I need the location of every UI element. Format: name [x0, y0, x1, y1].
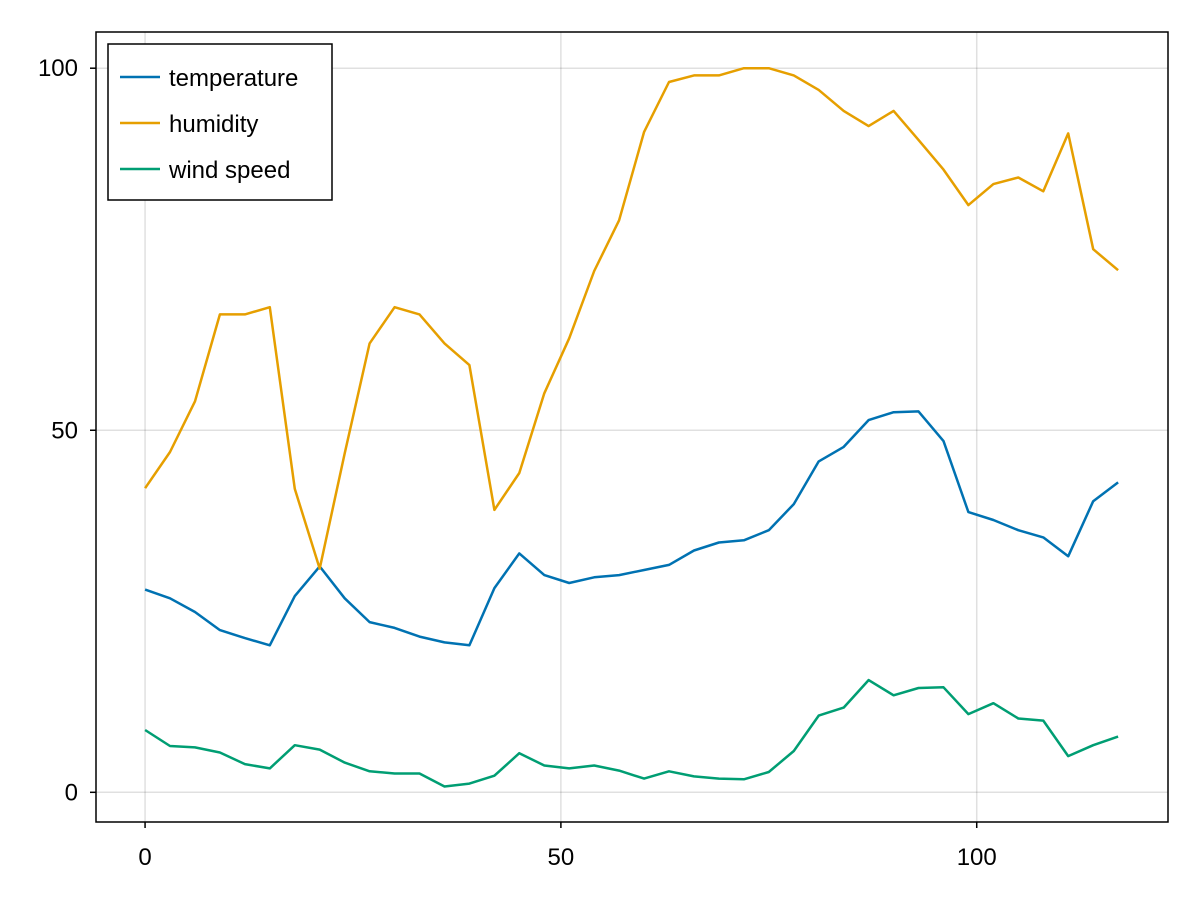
legend-label: wind speed	[168, 157, 290, 184]
series-lines	[144, 66, 1119, 788]
plot-frame	[95, 31, 1169, 823]
y-tick-label: 0	[65, 779, 78, 806]
legend: temperature humidity wind speed	[107, 43, 333, 201]
x-tick-label: 100	[957, 844, 997, 871]
legend-label: temperature	[169, 65, 298, 92]
y-tick-label: 50	[51, 417, 78, 444]
x-axis: 0 50 100	[138, 822, 997, 871]
x-tick-label: 50	[548, 844, 575, 871]
x-tick-label: 0	[138, 844, 151, 871]
series-line-wind-speed	[144, 678, 1119, 788]
legend-label: humidity	[169, 111, 258, 138]
y-axis: 0 50 100	[38, 55, 96, 806]
y-tick-label: 100	[38, 55, 78, 82]
series-line-temperature	[144, 410, 1119, 647]
series-line-humidity	[144, 66, 1119, 570]
